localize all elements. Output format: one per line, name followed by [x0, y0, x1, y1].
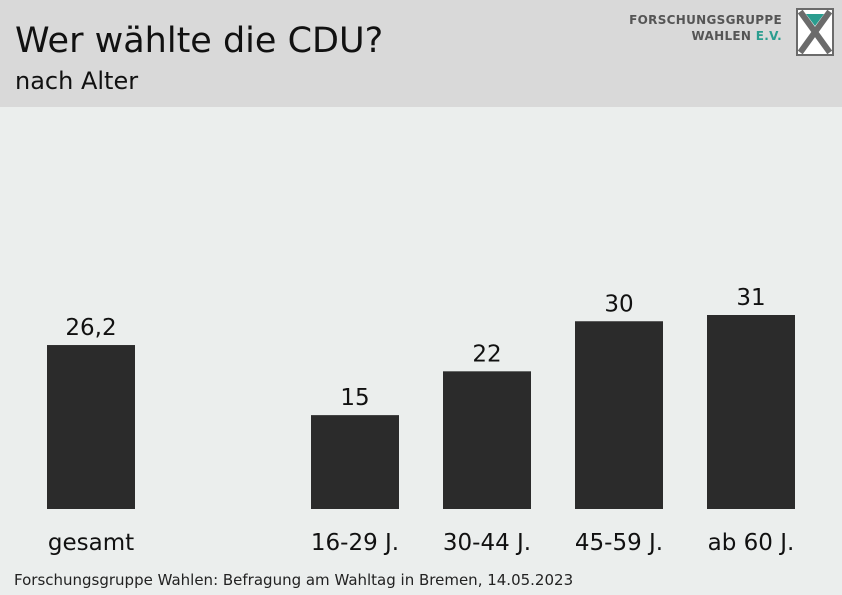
- logo-line-2-accent: E.V.: [755, 29, 782, 43]
- category-label-5: ab 60 J.: [708, 530, 795, 556]
- bar-5: [707, 315, 795, 509]
- bar-1: [47, 345, 135, 509]
- logo-line-2: WAHLEN: [691, 29, 752, 43]
- source-note: Forschungsgruppe Wahlen: Befragung am Wa…: [14, 571, 574, 589]
- value-label-1: 26,2: [65, 315, 116, 341]
- value-label-2: 15: [340, 385, 369, 411]
- logo-line-1: FORSCHUNGSGRUPPE: [629, 13, 782, 27]
- bar-2: [311, 415, 399, 509]
- page-title: Wer wählte die CDU?: [15, 21, 384, 61]
- category-label-3: 30-44 J.: [443, 530, 531, 556]
- bar-4: [575, 321, 663, 509]
- category-label-1: gesamt: [48, 530, 134, 556]
- value-label-5: 31: [736, 285, 765, 311]
- value-label-4: 30: [604, 291, 633, 317]
- value-label-3: 22: [472, 341, 501, 367]
- page-subtitle: nach Alter: [15, 67, 139, 95]
- logo: FORSCHUNGSGRUPPE WAHLEN E.V.: [629, 8, 834, 56]
- bar-chart: 26,2 gesamt 15 16-29 J. 22 30-44 J. 30 45-59 J.…: [47, 285, 795, 556]
- category-label-4: 45-59 J.: [575, 530, 663, 556]
- logo-wordmark: FORSCHUNGSGRUPPE WAHLEN E.V.: [629, 12, 782, 44]
- logo-x-icon: [796, 8, 834, 56]
- bar-3: [443, 371, 531, 509]
- category-label-2: 16-29 J.: [311, 530, 399, 556]
- header-band: Wer wählte die CDU? nach Alter FORSCHUNG…: [0, 0, 842, 107]
